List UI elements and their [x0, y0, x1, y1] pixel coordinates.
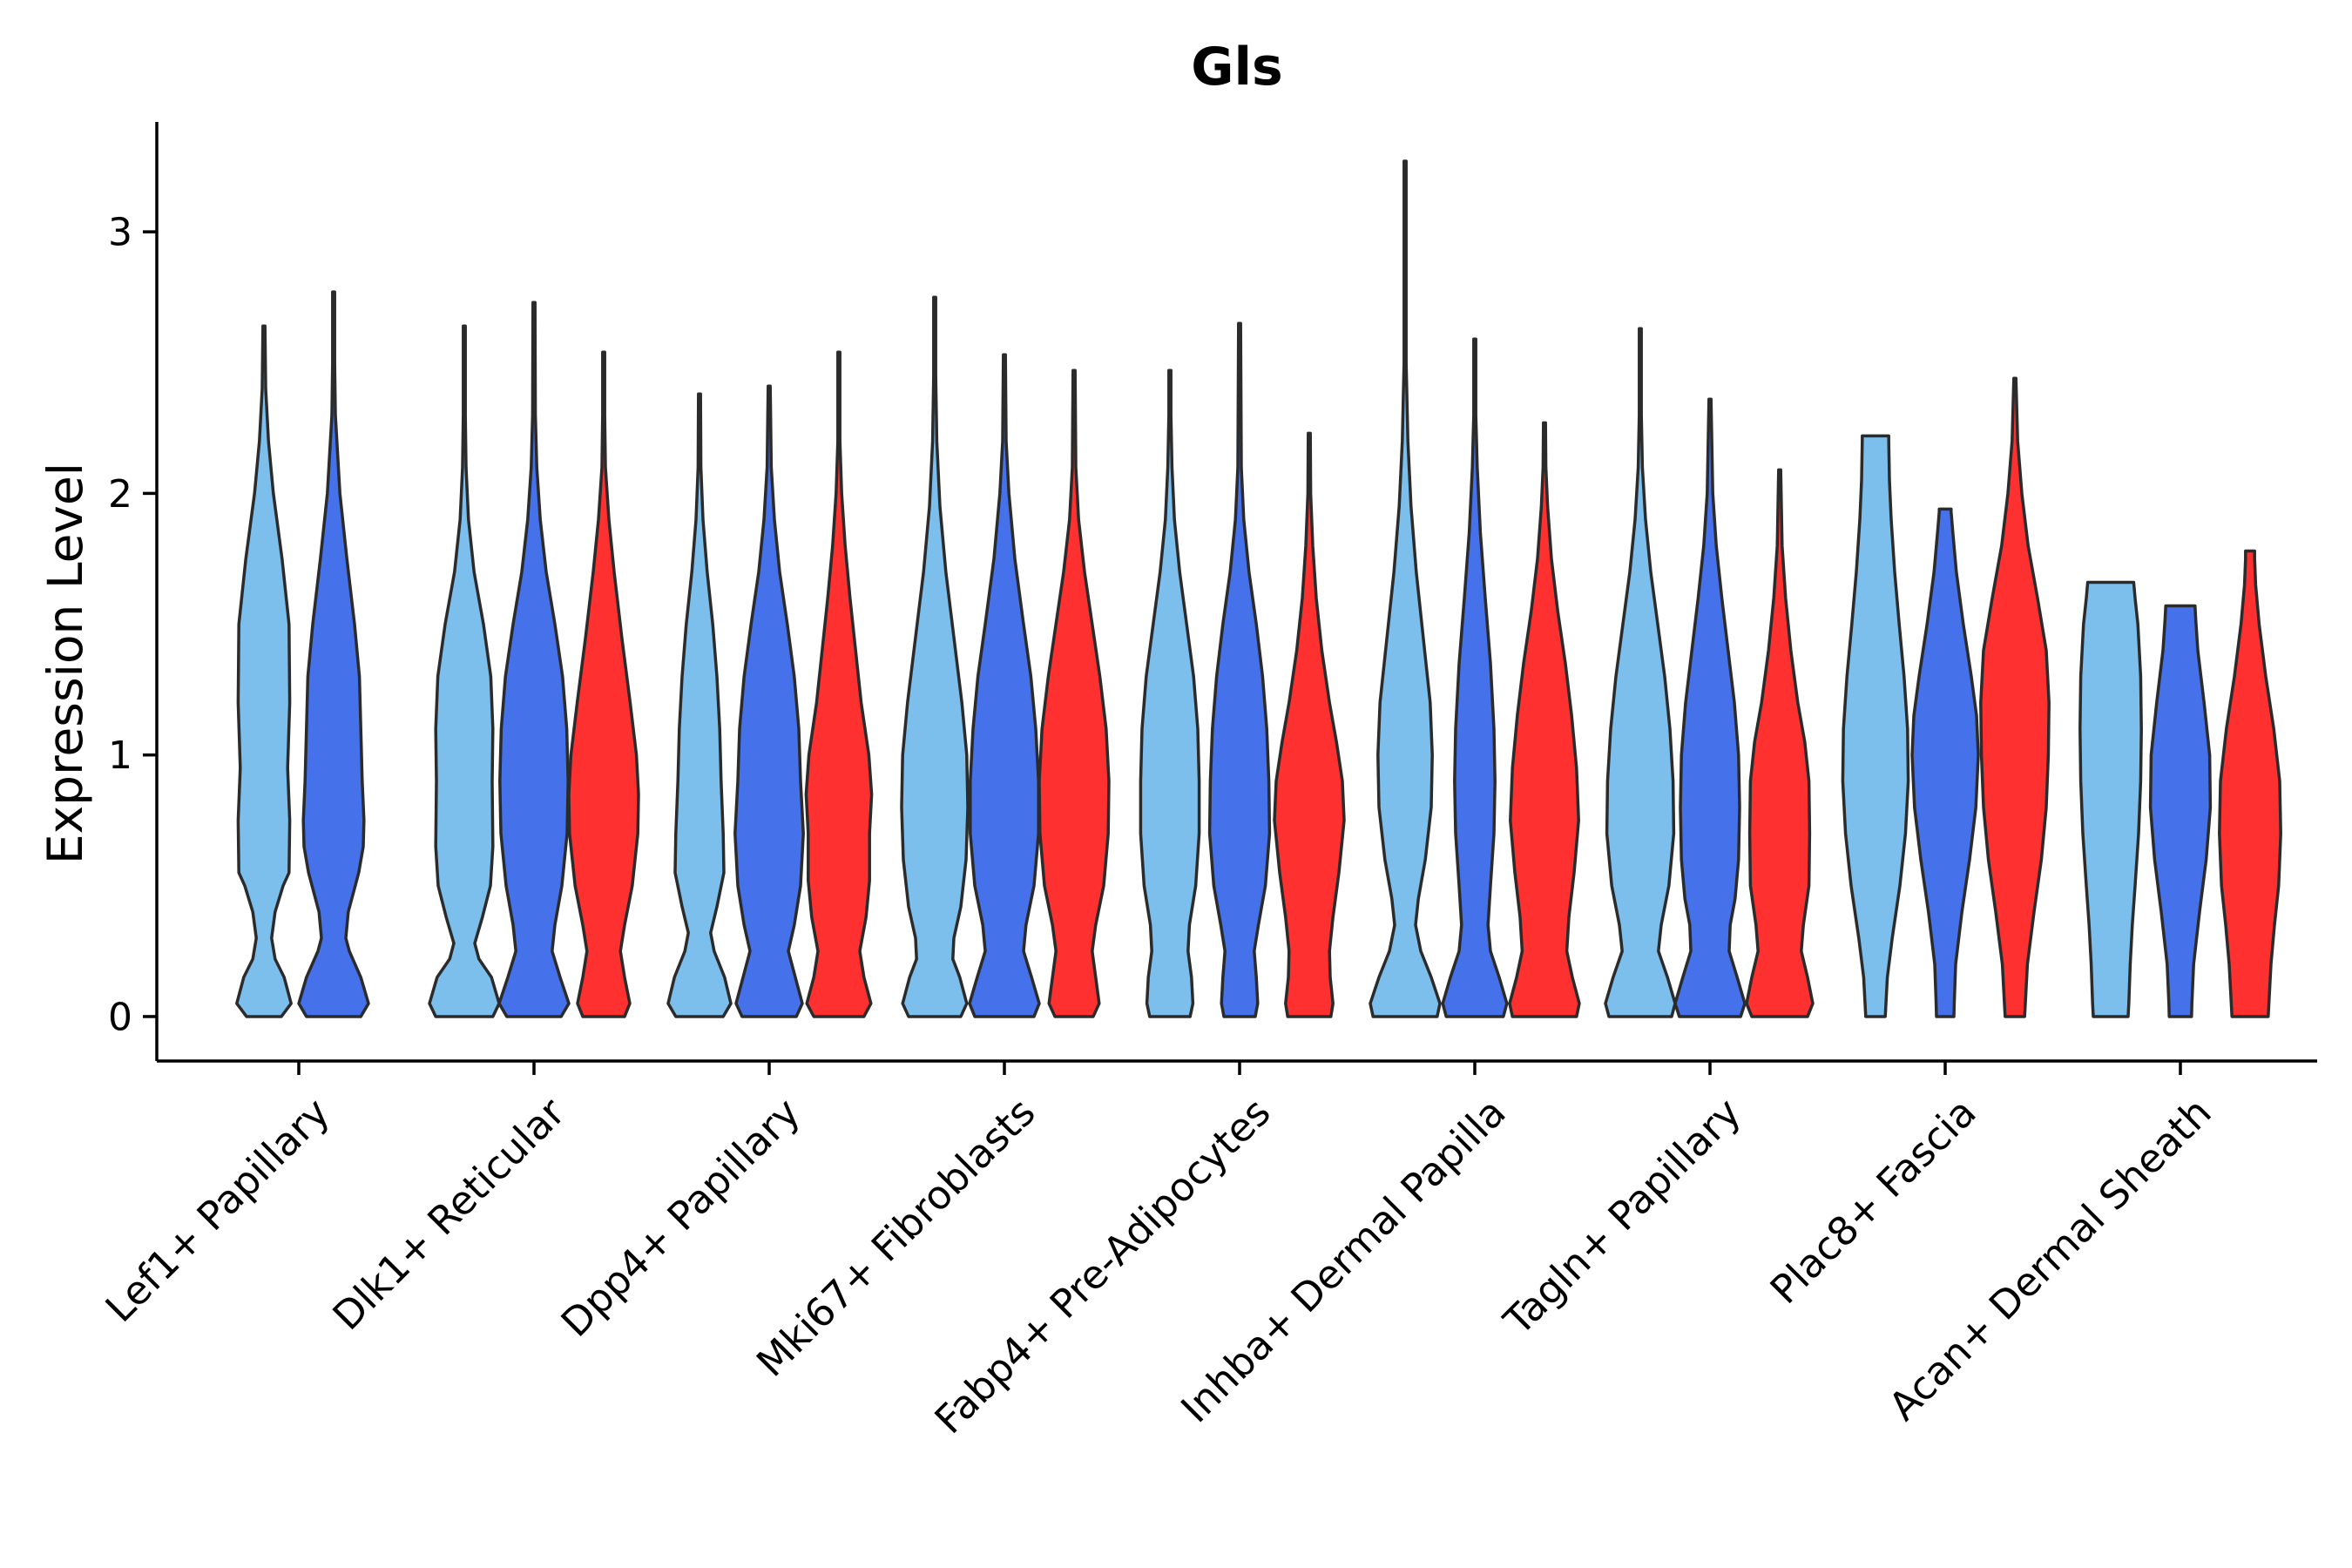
violin-8-3 — [1979, 376, 2051, 1018]
violin-6-1 — [1369, 159, 1442, 1018]
violin-2-2 — [497, 301, 571, 1018]
violin-6-2 — [1441, 337, 1509, 1018]
violin-9-3 — [2218, 549, 2282, 1018]
violin-1-2 — [297, 290, 370, 1018]
violins-layer — [235, 159, 2282, 1018]
violin-3-1 — [666, 392, 733, 1018]
y-tick-label: 0 — [108, 995, 132, 1039]
violin-2-3 — [567, 350, 640, 1018]
x-tick-label: Tagln+ Papillary — [1494, 1089, 1749, 1344]
y-tick-label: 2 — [108, 472, 132, 517]
violin-5-1 — [1139, 368, 1201, 1018]
violin-4-1 — [900, 295, 970, 1018]
violin-6-3 — [1508, 421, 1581, 1018]
y-axis-label: Expression Level — [37, 463, 93, 864]
violin-3-3 — [804, 350, 874, 1018]
violin-2-1 — [428, 324, 501, 1018]
x-tick-label: Lef1+ Papillary — [97, 1089, 339, 1331]
violin-4-3 — [1037, 368, 1111, 1018]
violin-4-2 — [968, 353, 1041, 1018]
violin-7-1 — [1604, 327, 1677, 1018]
violin-7-3 — [1745, 468, 1815, 1018]
y-tick-label: 1 — [108, 733, 132, 778]
y-ticks-layer: 0 1 2 3 — [108, 211, 157, 1039]
chart-title: Gls — [1191, 37, 1283, 98]
violin-5-2 — [1207, 321, 1272, 1018]
violin-9-2 — [2148, 604, 2213, 1018]
violin-8-1 — [1841, 434, 1910, 1018]
violin-1-1 — [235, 324, 293, 1018]
violin-3-2 — [733, 384, 805, 1018]
violin-7-2 — [1673, 397, 1747, 1018]
axes-layer — [155, 122, 2317, 1063]
violin-9-1 — [2078, 580, 2143, 1018]
violin-8-2 — [1910, 507, 1980, 1018]
x-tick-label: Dlk1+ Reticular — [324, 1089, 574, 1339]
x-tick-label: Plac8+ Fascia — [1761, 1089, 1985, 1313]
x-tick-label: Dpp4+ Papillary — [552, 1089, 809, 1346]
violin-5-3 — [1273, 431, 1346, 1018]
y-tick-label: 3 — [108, 211, 132, 255]
